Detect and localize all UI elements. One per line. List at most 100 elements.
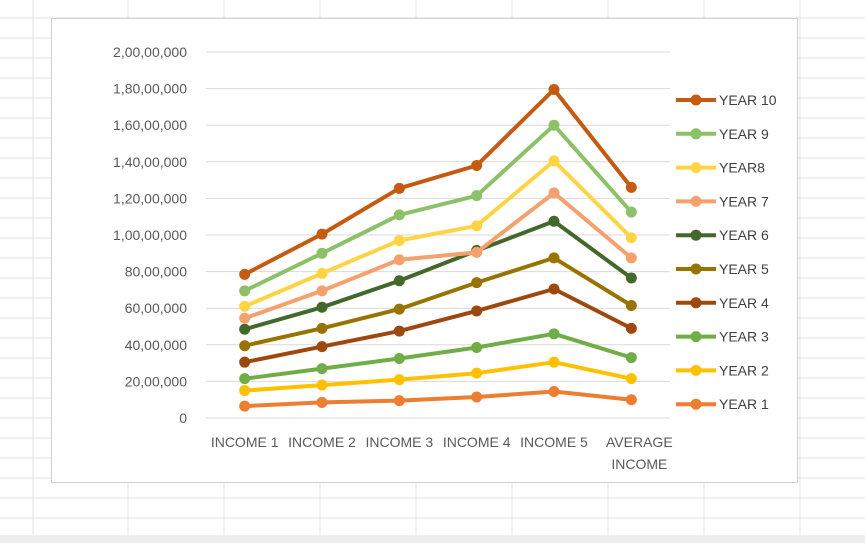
data-point: [548, 283, 560, 295]
y-tick-label: 2,00,00,000: [113, 44, 187, 60]
data-point: [316, 301, 328, 313]
data-point: [393, 234, 405, 246]
data-point: [393, 374, 405, 386]
data-point: [239, 285, 251, 297]
legend-entry: YEAR 4: [676, 295, 769, 311]
series-year-5: [239, 252, 637, 352]
data-point: [239, 400, 251, 412]
data-point: [625, 373, 637, 385]
legend-entry: YEAR 2: [676, 362, 769, 378]
data-point: [239, 356, 251, 368]
data-point: [548, 187, 560, 199]
x-tick-label: INCOME 1: [211, 434, 279, 450]
y-tick-label: 1,40,00,000: [113, 154, 187, 170]
legend-marker: [690, 364, 702, 376]
data-point: [548, 252, 560, 264]
data-point: [625, 181, 637, 193]
data-point: [316, 285, 328, 297]
data-point: [393, 254, 405, 266]
series-line: [242, 331, 634, 381]
series-line: [242, 287, 634, 365]
data-point: [393, 303, 405, 315]
data-point: [316, 396, 328, 408]
data-point: [393, 353, 405, 365]
data-point: [548, 215, 560, 227]
y-tick-label: 0: [179, 410, 187, 426]
sheet-bottom-bar: [0, 535, 865, 543]
data-point: [239, 385, 251, 397]
data-point: [548, 155, 560, 167]
plot-series: [239, 84, 637, 412]
legend-label: YEAR 5: [719, 261, 769, 277]
y-axis: 0 20,00,000 40,00,000 60,00,000 80,00,000 1,0…: [113, 44, 187, 426]
data-point: [239, 373, 251, 385]
data-point: [625, 299, 637, 311]
series-line: [242, 123, 634, 293]
data-point: [625, 252, 637, 264]
data-point: [548, 356, 560, 368]
legend-marker: [690, 297, 702, 309]
legend-entry: YEAR8: [676, 160, 765, 176]
series-year-2: [239, 356, 637, 397]
legend-marker: [690, 128, 702, 140]
gridlines: [206, 51, 670, 419]
legend-marker: [690, 94, 702, 106]
data-point: [316, 341, 328, 353]
series-year-4: [239, 283, 637, 368]
x-tick-label: AVERAGE INCOME: [606, 434, 673, 472]
legend-entry: YEAR 3: [676, 329, 769, 345]
legend-label: YEAR 7: [719, 193, 769, 209]
data-point: [316, 379, 328, 391]
data-point: [239, 268, 251, 280]
x-tick-label: INCOME 5: [520, 434, 588, 450]
legend-label: YEAR 6: [719, 227, 769, 243]
data-point: [548, 119, 560, 131]
data-point: [316, 267, 328, 279]
legend-entry: YEAR 9: [676, 126, 769, 142]
legend-entry: YEAR 1: [676, 396, 769, 412]
legend-marker: [690, 162, 702, 174]
legend-marker: [690, 263, 702, 275]
data-point: [548, 328, 560, 340]
data-point: [625, 206, 637, 218]
data-point: [239, 340, 251, 352]
series-year8: [239, 155, 637, 312]
data-point: [316, 322, 328, 334]
data-point: [471, 190, 483, 202]
data-point: [625, 322, 637, 334]
data-point: [471, 159, 483, 171]
series-year-10: [239, 84, 637, 280]
data-point: [316, 228, 328, 240]
data-point: [393, 325, 405, 337]
y-tick-label: 60,00,000: [125, 300, 187, 316]
series-year-7: [239, 187, 637, 324]
data-point: [316, 363, 328, 375]
series-year-1: [239, 385, 637, 412]
y-tick-label: 40,00,000: [125, 337, 187, 353]
legend-label: YEAR 3: [719, 329, 769, 345]
data-point: [471, 246, 483, 258]
legend-entry: YEAR 5: [676, 261, 769, 277]
series-line: [242, 360, 634, 393]
data-point: [239, 323, 251, 335]
data-point: [393, 209, 405, 221]
x-axis: INCOME 1 INCOME 2 INCOME 3 INCOME 4 INCOME 5…: [211, 434, 673, 472]
series-line: [242, 219, 634, 332]
series-line: [242, 255, 634, 348]
legend-label: YEAR8: [719, 160, 765, 176]
data-point: [625, 352, 637, 364]
data-point: [548, 84, 560, 96]
legend-marker: [690, 398, 702, 410]
data-point: [316, 247, 328, 259]
data-point: [471, 391, 483, 403]
chart-area[interactable]: 0 20,00,000 40,00,000 60,00,000 80,00,000 1,0…: [51, 18, 798, 483]
x-tick-label: INCOME 3: [365, 434, 433, 450]
data-point: [393, 182, 405, 194]
data-point: [625, 272, 637, 284]
y-tick-label: 80,00,000: [125, 264, 187, 280]
legend-entry: YEAR 7: [676, 193, 769, 209]
data-point: [471, 342, 483, 354]
y-tick-label: 1,60,00,000: [113, 117, 187, 133]
legend-marker: [690, 229, 702, 241]
series-year-3: [239, 328, 637, 385]
